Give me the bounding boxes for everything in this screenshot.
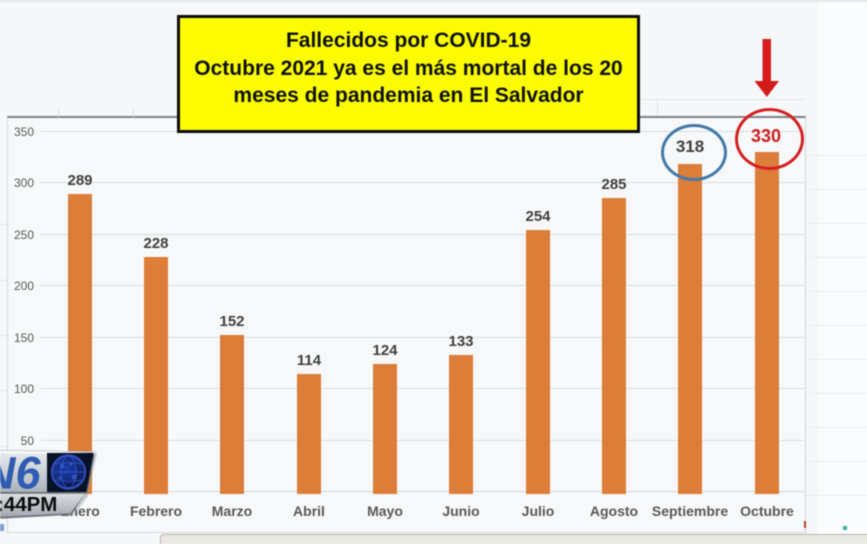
svg-text::44PM: :44PM xyxy=(0,493,57,516)
svg-text:N6: N6 xyxy=(0,448,41,499)
